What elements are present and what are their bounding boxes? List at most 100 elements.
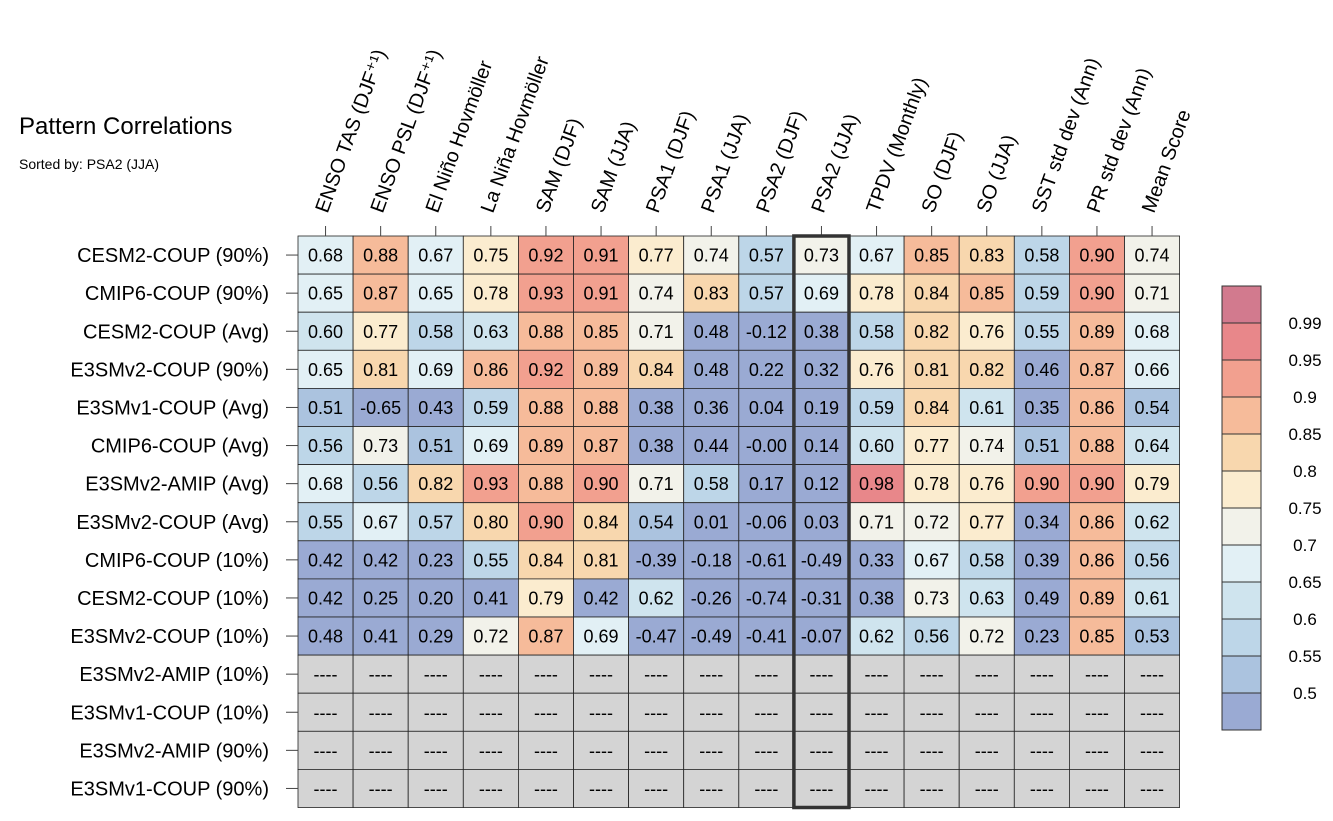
heatmap-cell bbox=[738, 273, 795, 313]
heatmap-cell bbox=[1124, 578, 1180, 618]
cell-value-label: ---- bbox=[479, 703, 503, 723]
colorbar-segment bbox=[1222, 582, 1261, 619]
cell-value-label: 0.83 bbox=[694, 284, 729, 304]
heatmap-cell bbox=[1013, 464, 1070, 504]
cell-value-label: ---- bbox=[424, 741, 448, 761]
cell-value-label: 0.89 bbox=[528, 436, 563, 456]
cell-value-label: ---- bbox=[369, 665, 393, 685]
heatmap-cell bbox=[683, 349, 740, 389]
cell-value-label: 0.48 bbox=[694, 322, 729, 342]
cell-value-label: ---- bbox=[1085, 741, 1109, 761]
heatmap-cell bbox=[352, 273, 409, 313]
heatmap-cell bbox=[683, 578, 740, 618]
heatmap-cell bbox=[738, 769, 795, 808]
column-label: SO (JJA) bbox=[973, 132, 1021, 216]
heatmap-cell bbox=[407, 349, 464, 389]
cell-value-label: 0.90 bbox=[528, 512, 563, 532]
cell-value-label: 0.82 bbox=[914, 322, 949, 342]
cell-value-label: ---- bbox=[1030, 779, 1054, 799]
cell-value-label: -0.49 bbox=[801, 550, 842, 570]
heatmap-cell bbox=[1013, 540, 1070, 580]
cell-value-label: 0.67 bbox=[363, 512, 398, 532]
chart-subtitle: Sorted by: PSA2 (JJA) bbox=[19, 156, 160, 172]
heatmap-cell bbox=[1124, 273, 1180, 313]
cell-value-label: 0.51 bbox=[308, 398, 343, 418]
cell-value-label: -0.12 bbox=[746, 322, 787, 342]
colorbar-label: 0.55 bbox=[1288, 647, 1321, 666]
cell-value-label: 0.48 bbox=[694, 360, 729, 380]
heatmap-cell bbox=[848, 349, 905, 389]
cell-value-label: 0.59 bbox=[859, 398, 894, 418]
heatmap-cell bbox=[1013, 692, 1070, 732]
colorbar-label: 0.7 bbox=[1293, 536, 1317, 555]
row-labels: CESM2-COUP (90%) CMIP6-COUP (90%) CESM2-CO… bbox=[70, 245, 298, 800]
colorbar-segment bbox=[1222, 619, 1261, 656]
cell-value-label: 0.35 bbox=[1024, 398, 1059, 418]
heatmap-cell bbox=[573, 349, 629, 389]
cell-value-label: 0.38 bbox=[804, 322, 839, 342]
cell-value-label: ---- bbox=[809, 665, 833, 685]
cell-value-label: 0.98 bbox=[859, 474, 894, 494]
cell-value-label: 0.81 bbox=[584, 550, 619, 570]
cell-value-label: ---- bbox=[424, 665, 448, 685]
heatmap-cell bbox=[903, 502, 960, 542]
cell-value-label: ---- bbox=[754, 665, 778, 685]
cell-value-label: ---- bbox=[920, 741, 944, 761]
heatmap-cell bbox=[1013, 769, 1070, 808]
cell-value-label: 0.79 bbox=[528, 588, 563, 608]
row-label: E3SMv1-COUP (10%) bbox=[70, 702, 269, 724]
heatmap-cell bbox=[628, 235, 685, 275]
heatmap-cell bbox=[518, 426, 574, 465]
heatmap-cell bbox=[1124, 502, 1180, 542]
cell-value-label: ---- bbox=[1140, 779, 1164, 799]
cell-value-label: 0.71 bbox=[859, 512, 894, 532]
cell-value-label: 0.39 bbox=[1024, 550, 1059, 570]
heatmap-cell bbox=[848, 730, 905, 770]
heatmap-cell bbox=[848, 273, 905, 313]
cell-value-label: 0.56 bbox=[363, 474, 398, 494]
heatmap-cell bbox=[462, 730, 519, 770]
cell-value-label: 0.68 bbox=[1135, 322, 1170, 342]
heatmap-cell bbox=[738, 578, 795, 618]
heatmap-cell bbox=[958, 426, 1015, 465]
cell-value-label: 0.69 bbox=[418, 360, 453, 380]
cell-value-label: ---- bbox=[975, 741, 999, 761]
heatmap-cell bbox=[793, 387, 850, 427]
cell-value-label: ---- bbox=[865, 779, 889, 799]
cell-value-label: 0.85 bbox=[914, 246, 949, 266]
cell-value-label: ---- bbox=[534, 665, 558, 685]
cell-value-label: 0.77 bbox=[363, 322, 398, 342]
cell-value-label: 0.59 bbox=[1024, 284, 1059, 304]
cell-value-label: 0.01 bbox=[694, 512, 729, 532]
cell-value-label: -0.65 bbox=[360, 398, 401, 418]
cell-value-label: 0.81 bbox=[363, 360, 398, 380]
cell-value-label: 0.34 bbox=[1024, 512, 1059, 532]
cell-value-label: 0.57 bbox=[749, 284, 784, 304]
cell-value-label: 0.88 bbox=[584, 398, 619, 418]
colorbar-segment bbox=[1222, 397, 1261, 434]
cell-value-label: ---- bbox=[644, 703, 668, 723]
heatmap-cell bbox=[573, 426, 629, 465]
heatmap-cell bbox=[738, 464, 795, 504]
heatmap-cell bbox=[1124, 426, 1180, 465]
heatmap-cell bbox=[352, 464, 409, 504]
heatmap-cell bbox=[958, 273, 1015, 313]
cell-value-label: 0.43 bbox=[418, 398, 453, 418]
colorbar-segment bbox=[1222, 360, 1261, 397]
heatmap-cell bbox=[518, 730, 574, 770]
cell-value-label: 0.90 bbox=[1079, 474, 1114, 494]
cell-value-label: 0.56 bbox=[1135, 550, 1170, 570]
cell-value-label: 0.57 bbox=[418, 512, 453, 532]
cell-value-label: 0.77 bbox=[969, 512, 1004, 532]
cell-value-label: ---- bbox=[699, 741, 723, 761]
cell-value-label: 0.71 bbox=[639, 474, 674, 494]
cell-value-label: ---- bbox=[1030, 741, 1054, 761]
row-label: CESM2-COUP (10%) bbox=[77, 588, 269, 610]
cell-value-label: ---- bbox=[1085, 665, 1109, 685]
heatmap-cell bbox=[573, 540, 629, 580]
cell-value-label: ---- bbox=[1140, 703, 1164, 723]
heatmap-cell bbox=[462, 273, 519, 313]
cell-value-label: ---- bbox=[479, 741, 503, 761]
colorbar-label: 0.5 bbox=[1293, 684, 1317, 703]
heatmap-cell bbox=[297, 387, 354, 427]
